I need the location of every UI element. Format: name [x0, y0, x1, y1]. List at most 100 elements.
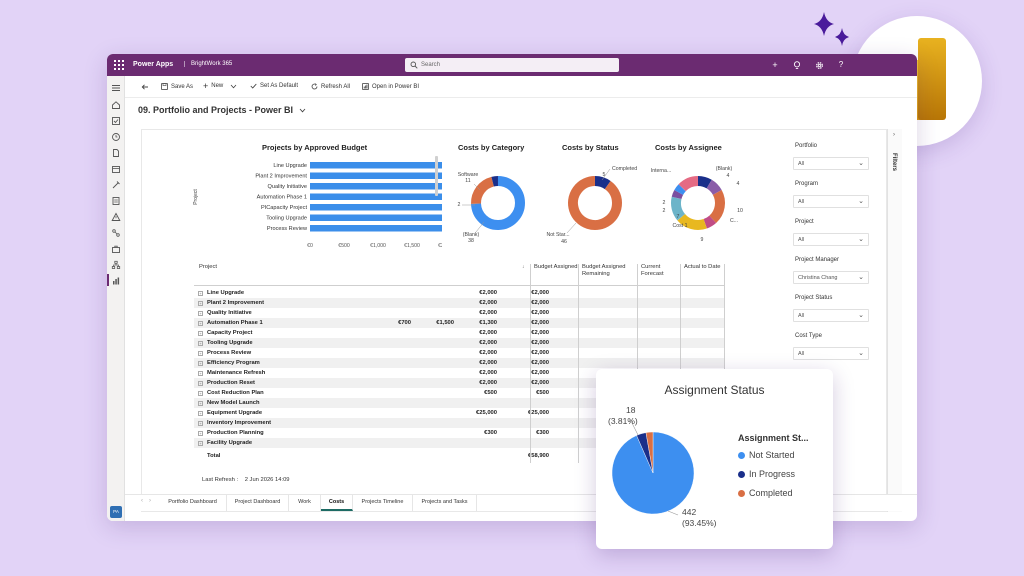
chart-title-status: Costs by Status: [562, 143, 619, 152]
table-row[interactable]: + Inventory Improvement: [194, 418, 724, 428]
table-row[interactable]: + Facility Upgrade: [194, 438, 724, 448]
document-icon[interactable]: [111, 148, 121, 158]
table-row[interactable]: + Automation Phase 1 €2,000 €1,300 €1,500 €70…: [194, 318, 724, 328]
leader-line: [601, 168, 611, 181]
avatar[interactable]: PA: [110, 506, 122, 518]
assignment-status-card: Assignment Status 18 (3.81%) 442 (93.45%…: [596, 369, 833, 549]
column-header[interactable]: Current Forecast: [641, 264, 664, 277]
table-row[interactable]: + Production Planning €300 €300: [194, 428, 724, 438]
new-button[interactable]: + New: [203, 82, 237, 91]
table-row[interactable]: + Quality Initiative €2,000 €2,000: [194, 308, 724, 318]
hamburger-icon[interactable]: [111, 83, 121, 93]
expand-icon[interactable]: +: [198, 390, 203, 396]
table-row[interactable]: + Plant 2 Improvement €2,000 €2,000: [194, 298, 724, 308]
page-title[interactable]: 09. Portfolio and Projects - Power BI: [138, 105, 306, 115]
warning-icon[interactable]: [111, 212, 121, 222]
settings-icon[interactable]: [813, 59, 825, 71]
tab-portfolio-dashboard[interactable]: Portfolio Dashboard: [159, 495, 227, 511]
pie-label-value: 442: [682, 507, 697, 517]
tab-scroll-left-icon[interactable]: ‹: [141, 498, 143, 504]
table-row[interactable]: + Equipment Upgrade €25,000 €25,000: [194, 408, 724, 418]
costs-by-status-donut[interactable]: Completed 5 Not Star...46: [542, 160, 642, 245]
filters-collapsed-tab[interactable]: › Filters: [887, 129, 902, 512]
lightbulb-icon[interactable]: [791, 59, 803, 71]
expand-icon[interactable]: +: [198, 340, 203, 346]
column-header[interactable]: Budget Assigned Remaining: [582, 264, 626, 277]
help-icon[interactable]: ?: [838, 60, 844, 69]
add-icon[interactable]: +: [772, 60, 778, 70]
calendar-icon[interactable]: [111, 164, 121, 174]
table-row[interactable]: + Cost Reduction Plan €500 €500: [194, 388, 724, 398]
filter-value: All: [798, 199, 805, 205]
hierarchy-icon[interactable]: [111, 260, 121, 270]
expand-icon[interactable]: +: [198, 430, 203, 436]
flow-icon[interactable]: [111, 228, 121, 238]
tools-icon[interactable]: [111, 180, 121, 190]
expand-icon[interactable]: +: [198, 290, 203, 296]
clock-icon[interactable]: [111, 132, 121, 142]
expand-icon[interactable]: +: [198, 440, 203, 446]
filter-program-dropdown[interactable]: All ⌄: [793, 195, 869, 208]
assignment-status-pie-chart[interactable]: [606, 411, 736, 521]
legend-item-in-progress[interactable]: In Progress: [738, 469, 795, 479]
table-row[interactable]: + Capacity Project €2,000 €2,000: [194, 328, 724, 338]
filter-project-manager-dropdown[interactable]: Christina Chang ⌄: [793, 271, 869, 284]
app-name[interactable]: Power Apps: [133, 61, 174, 68]
table-row[interactable]: + Efficiency Program €2,000 €2,000: [194, 358, 724, 368]
table-row[interactable]: + New Model Launch: [194, 398, 724, 408]
chart-icon[interactable]: [111, 276, 121, 286]
expand-icon[interactable]: +: [198, 300, 203, 306]
tab-work[interactable]: Work: [289, 495, 321, 511]
environment-name[interactable]: BrightWork 365: [184, 61, 232, 67]
filter-cost-type-dropdown[interactable]: All ⌄: [793, 347, 869, 360]
expand-icon[interactable]: +: [198, 410, 203, 416]
tab-scroll-right-icon[interactable]: ›: [149, 498, 151, 504]
budget-bar-chart[interactable]: Project Line Upgrade €2,000 Plant 2 Improve…: [192, 157, 442, 252]
filter-project-dropdown[interactable]: All ⌄: [793, 233, 869, 246]
tab-project-dashboard[interactable]: Project Dashboard: [227, 495, 289, 511]
briefcase-icon[interactable]: [111, 244, 121, 254]
table-row[interactable]: + Maintenance Refresh €2,000 €2,000: [194, 368, 724, 378]
expand-icon[interactable]: +: [198, 380, 203, 386]
save-as-button[interactable]: Save As: [161, 83, 193, 90]
legend-item-completed[interactable]: Completed: [738, 488, 793, 498]
table-row[interactable]: + Tooling Upgrade €2,000 €2,000: [194, 338, 724, 348]
table-row[interactable]: + Process Review €2,000 €2,000: [194, 348, 724, 358]
tab-projects-and-tasks[interactable]: Projects and Tasks: [413, 495, 477, 511]
column-header[interactable]: Budget Assigned: [534, 264, 578, 270]
tab-costs[interactable]: Costs: [321, 495, 353, 511]
expand-icon[interactable]: +: [198, 330, 203, 336]
back-button[interactable]: [141, 83, 149, 91]
expand-icon[interactable]: +: [198, 400, 203, 406]
table-row[interactable]: + Line Upgrade €2,000 €2,000: [194, 288, 724, 298]
checkbox-icon[interactable]: [111, 116, 121, 126]
filter-portfolio-dropdown[interactable]: All ⌄: [793, 157, 869, 170]
expand-icon[interactable]: +: [198, 370, 203, 376]
column-header[interactable]: Actual to Date: [684, 264, 721, 270]
costs-table[interactable]: Project Budget Assigned Budget Assigned Re…: [194, 264, 725, 464]
donut-label: Software: [458, 172, 479, 178]
list-icon[interactable]: [111, 196, 121, 206]
donut-label: 2: [663, 208, 666, 214]
app-launcher-icon[interactable]: [114, 60, 124, 70]
table-row[interactable]: + Production Reset €2,000 €2,000: [194, 378, 724, 388]
legend-item-not-started[interactable]: Not Started: [738, 450, 795, 460]
expand-icon[interactable]: +: [198, 350, 203, 356]
open-in-powerbi-button[interactable]: Open in Power BI: [362, 83, 419, 90]
expand-icon[interactable]: +: [198, 310, 203, 316]
expand-icon[interactable]: +: [198, 360, 203, 366]
expand-icon[interactable]: +: [198, 320, 203, 326]
search-placeholder: Search: [421, 62, 441, 68]
legend-dot: [738, 470, 745, 478]
tab-projects-timeline[interactable]: Projects Timeline: [353, 495, 413, 511]
search-input[interactable]: Search: [405, 58, 619, 72]
chart-scrollbar[interactable]: [435, 156, 438, 196]
home-icon[interactable]: [111, 100, 121, 110]
expand-icon[interactable]: +: [198, 420, 203, 426]
refresh-all-button[interactable]: Refresh All: [311, 83, 350, 90]
column-header[interactable]: Project: [199, 264, 218, 270]
set-as-default-button[interactable]: Set As Default: [250, 83, 298, 89]
filter-project-status-dropdown[interactable]: All ⌄: [793, 309, 869, 322]
